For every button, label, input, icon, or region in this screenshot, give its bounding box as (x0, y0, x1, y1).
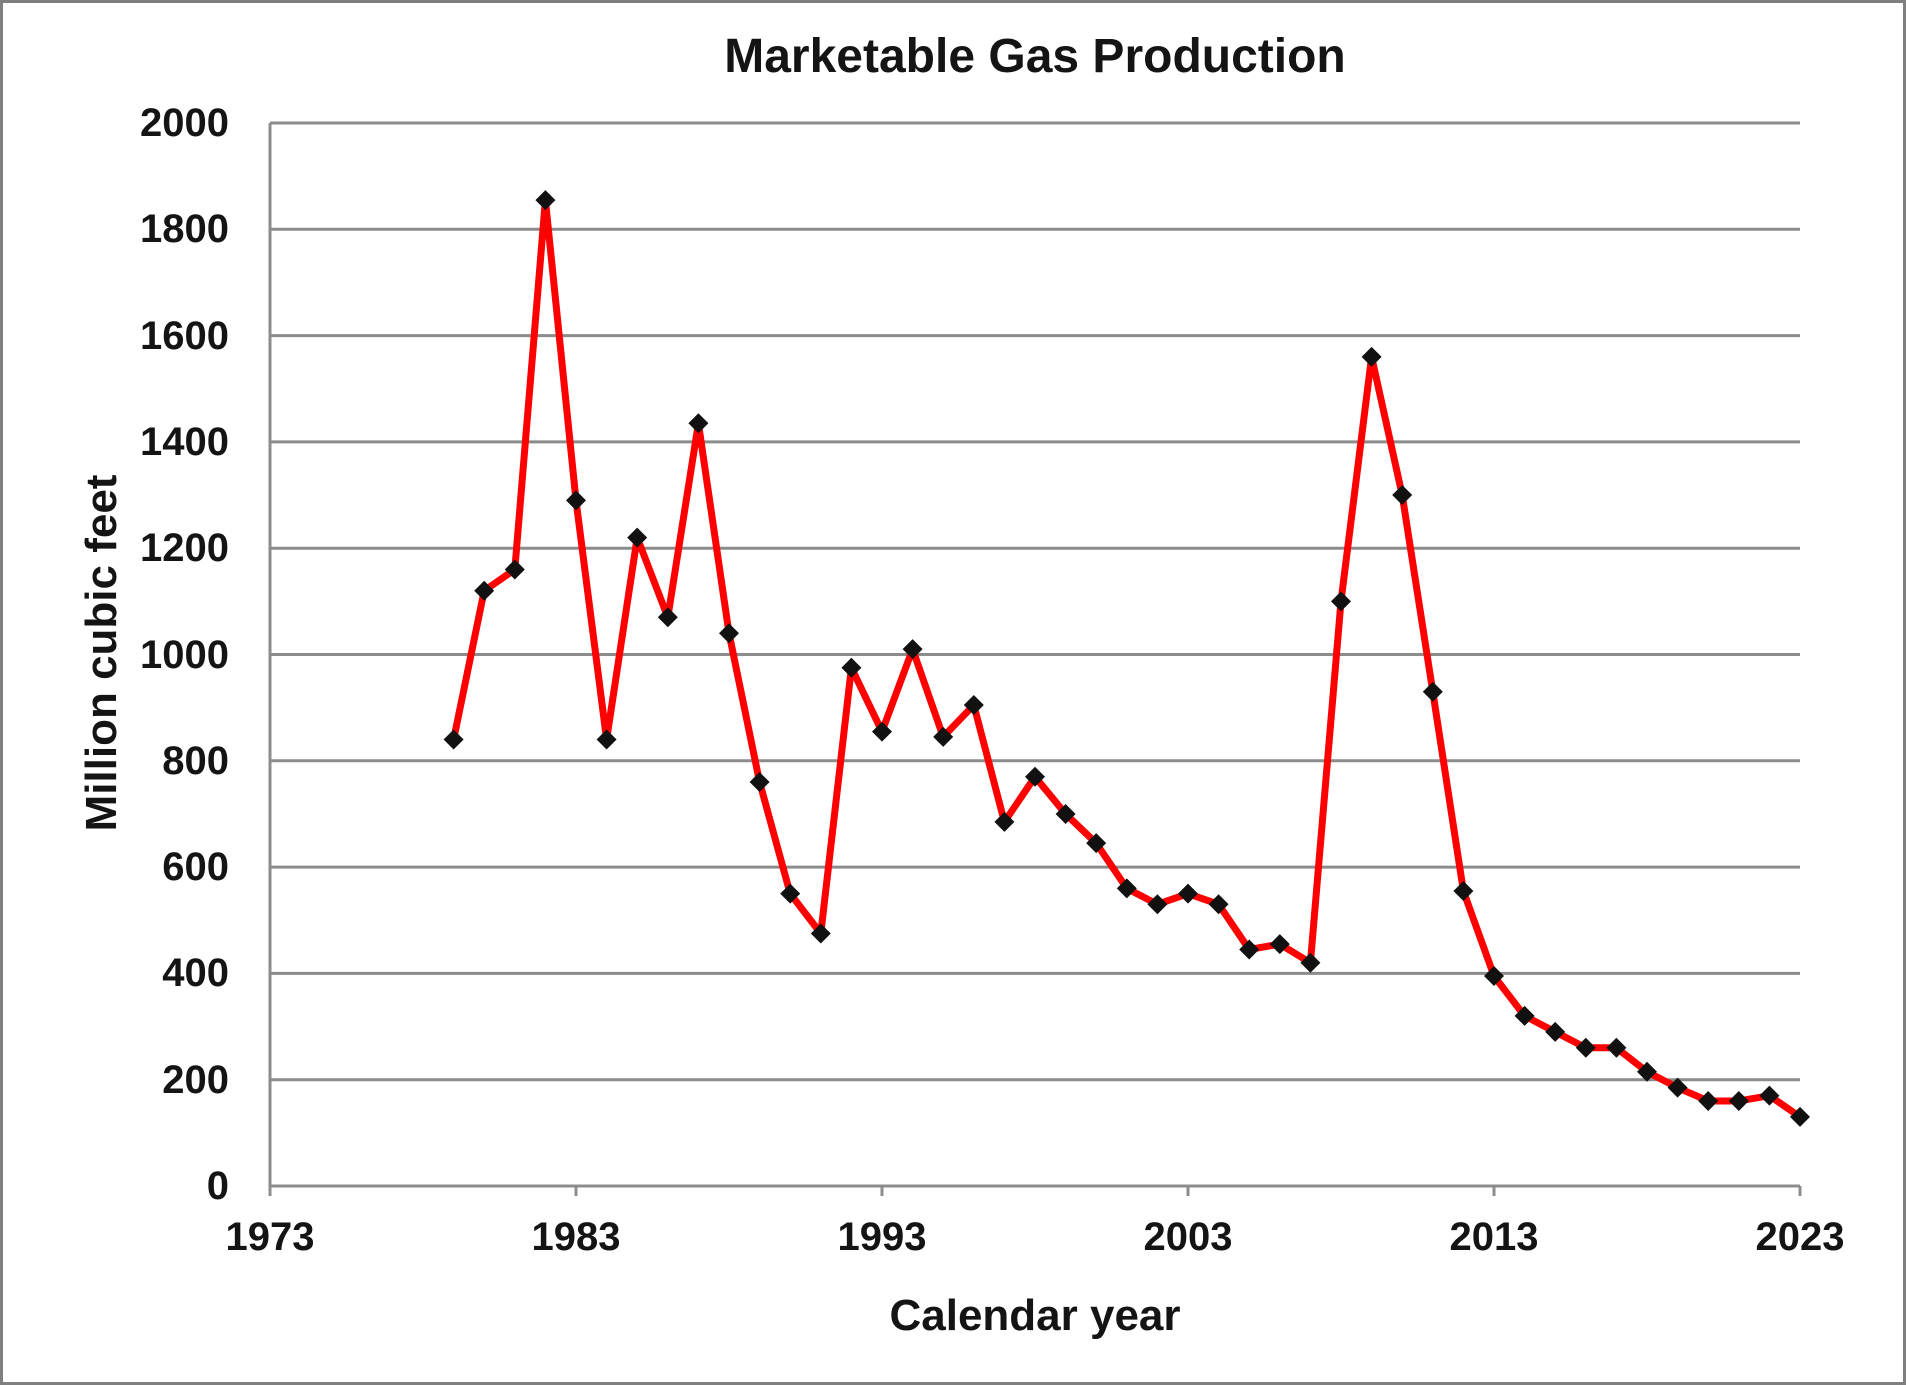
data-point-marker (566, 490, 586, 511)
data-point-marker (780, 883, 801, 904)
y-tick-label: 1200 (140, 526, 229, 571)
data-point-marker (627, 527, 648, 548)
y-tick-label: 1800 (140, 207, 229, 252)
data-point-marker (963, 694, 984, 715)
data-point-marker (1484, 966, 1504, 987)
data-point-marker (1239, 939, 1260, 960)
data-point-marker (1790, 1106, 1810, 1127)
x-tick-label: 1993 (837, 1215, 927, 1259)
data-point-marker (1208, 894, 1229, 915)
data-point-marker (474, 580, 495, 601)
data-point-marker (1422, 681, 1443, 702)
y-tick-label: 200 (162, 1057, 229, 1102)
data-point-marker (688, 413, 709, 434)
data-point-marker (1759, 1085, 1780, 1106)
y-tick-label: 0 (206, 1164, 229, 1208)
x-tick-label: 2013 (1449, 1215, 1539, 1259)
data-point-marker (504, 559, 525, 580)
data-point-marker (841, 657, 862, 678)
data-point-marker (933, 726, 954, 747)
data-point-marker (719, 623, 739, 644)
data-point-marker (1453, 881, 1474, 902)
data-point-marker (596, 729, 617, 750)
data-point-marker (1178, 883, 1198, 904)
y-tick-label: 2000 (140, 101, 229, 145)
data-point-marker (1575, 1037, 1596, 1058)
data-point-marker (810, 923, 831, 944)
x-tick-label: 2023 (1755, 1215, 1845, 1259)
x-axis-title: Calendar year (889, 1291, 1181, 1340)
data-point-marker (1269, 934, 1290, 955)
data-point-marker (1147, 894, 1168, 915)
data-point-marker (1606, 1037, 1627, 1058)
data-point-marker (1025, 766, 1045, 787)
data-point-marker (443, 729, 464, 750)
y-tick-label: 1400 (140, 419, 229, 464)
data-point-marker (1300, 952, 1321, 973)
x-tick-label: 1983 (531, 1215, 621, 1259)
y-tick-label: 600 (162, 845, 229, 890)
data-point-marker (1637, 1061, 1657, 1082)
data-point-marker (1361, 346, 1382, 367)
data-point-marker (1055, 803, 1076, 824)
y-tick-label: 400 (162, 951, 229, 996)
plot-area (268, 121, 1810, 1196)
x-tick-label: 2003 (1143, 1215, 1233, 1259)
y-tick-label: 1000 (140, 632, 229, 677)
data-point-marker (1331, 591, 1351, 612)
data-point-marker (1698, 1090, 1719, 1111)
data-point-marker (1116, 878, 1137, 899)
y-tick-label: 800 (162, 738, 229, 783)
data-point-marker (1667, 1077, 1688, 1098)
data-series-line (450, 196, 1804, 1121)
data-point-marker (872, 721, 892, 742)
data-point-marker (1086, 833, 1107, 854)
data-point-marker (1728, 1090, 1749, 1111)
data-point-marker (657, 607, 678, 628)
data-point-marker (1514, 1005, 1535, 1026)
data-point-marker (902, 639, 923, 660)
data-point-marker (749, 772, 770, 793)
x-tick-label: 1973 (225, 1215, 315, 1259)
data-point-marker (1392, 485, 1413, 506)
chart-title: Marketable Gas Production (724, 30, 1346, 83)
data-point-marker (994, 811, 1015, 832)
data-point-marker (535, 190, 556, 211)
y-tick-label: 1600 (140, 313, 229, 358)
data-point-marker (1545, 1021, 1566, 1042)
